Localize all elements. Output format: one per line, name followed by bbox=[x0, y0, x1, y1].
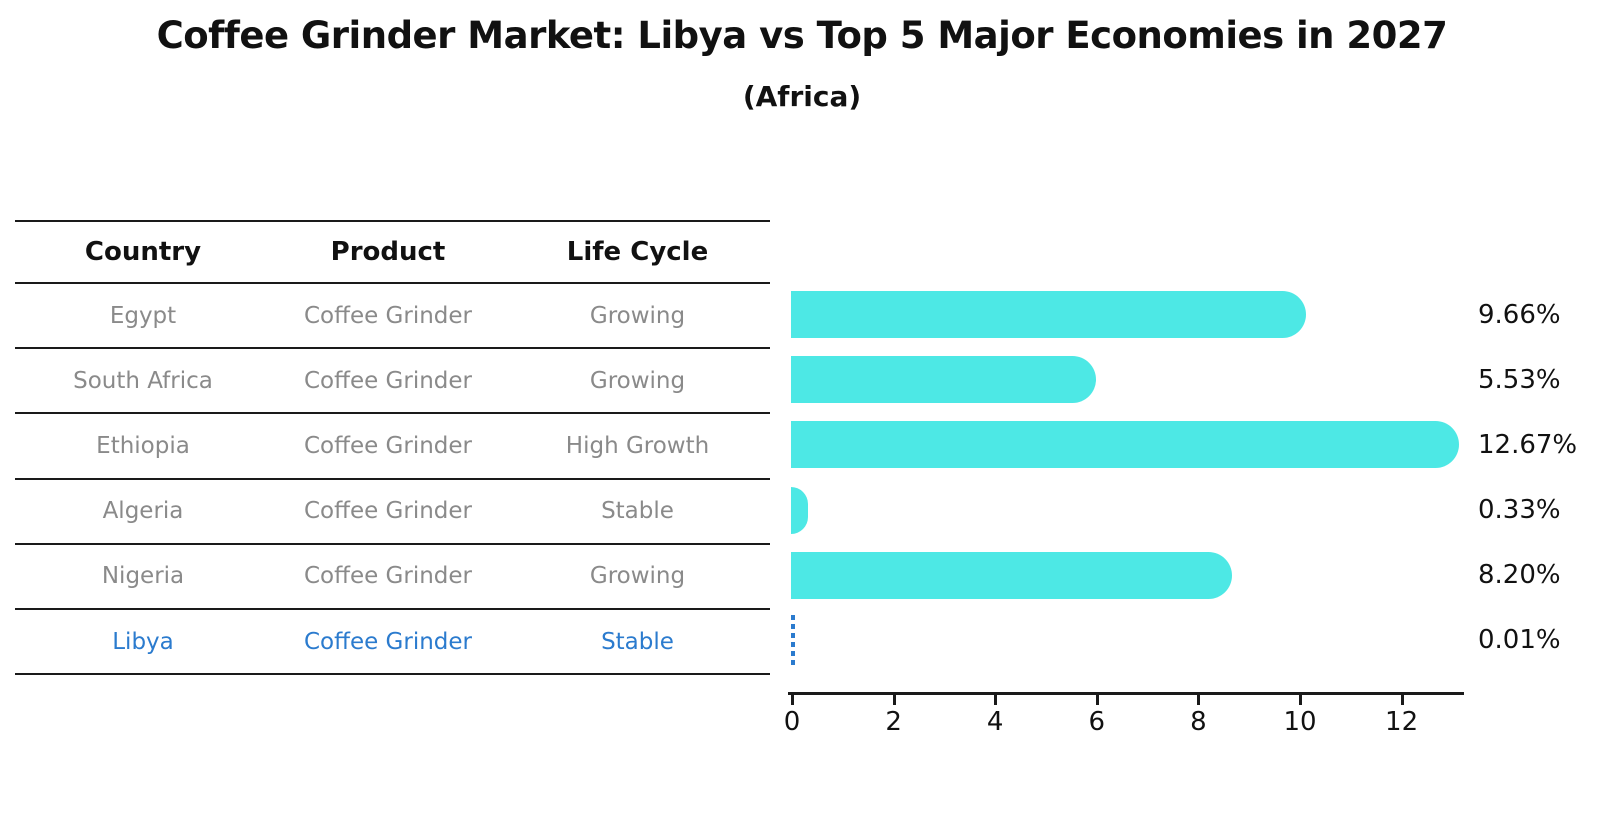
value-label-ethiopia: 12.67% bbox=[1478, 429, 1578, 460]
x-axis-line bbox=[788, 692, 1464, 695]
x-axis-tick bbox=[1299, 695, 1302, 705]
table-row: Libya Coffee Grinder Stable bbox=[15, 610, 770, 676]
cell-lifecycle: Growing bbox=[589, 367, 686, 394]
value-label-libya: 0.01% bbox=[1478, 625, 1561, 656]
cell-country: Egypt bbox=[109, 302, 177, 329]
x-axis-tick bbox=[892, 695, 896, 705]
cell-country: Algeria bbox=[102, 498, 184, 525]
cell-lifecycle: Growing bbox=[589, 302, 686, 329]
column-header-country: Country bbox=[84, 237, 202, 267]
x-axis-tick-label: 6 bbox=[1088, 707, 1106, 737]
bar-row bbox=[791, 282, 1467, 347]
cell-product: Coffee Grinder bbox=[303, 498, 473, 525]
bar-libya-dashed bbox=[791, 615, 795, 666]
bar-plot-area bbox=[791, 282, 1467, 673]
x-axis-tick bbox=[791, 695, 794, 705]
value-label-algeria: 0.33% bbox=[1478, 495, 1561, 526]
table-row: Egypt Coffee Grinder Growing bbox=[15, 284, 770, 350]
cell-lifecycle: Stable bbox=[601, 498, 674, 525]
x-axis-tick-label: 10 bbox=[1283, 707, 1317, 737]
column-header-product: Product bbox=[330, 237, 446, 267]
bar-ethiopia bbox=[791, 421, 1459, 469]
cell-product: Coffee Grinder bbox=[303, 432, 473, 459]
value-label-egypt: 9.66% bbox=[1478, 299, 1561, 330]
x-axis-ticks: 0 2 4 6 8 10 12 bbox=[784, 695, 1464, 755]
x-axis-tick-label: 0 bbox=[783, 707, 801, 737]
cell-country: Libya bbox=[112, 628, 174, 655]
bar-nigeria bbox=[791, 551, 1232, 599]
table-row: Nigeria Coffee Grinder Growing bbox=[15, 545, 770, 610]
table-row: Ethiopia Coffee Grinder High Growth bbox=[15, 414, 770, 480]
x-axis-tick-label: 2 bbox=[885, 707, 902, 737]
table-row: Algeria Coffee Grinder Stable bbox=[15, 480, 770, 545]
bar-row bbox=[791, 543, 1467, 608]
chart-subtitle: (Africa) bbox=[742, 80, 862, 113]
x-axis-tick bbox=[1400, 695, 1404, 705]
chart-title: Coffee Grinder Market: Libya vs Top 5 Ma… bbox=[156, 14, 1448, 57]
bar-south-africa bbox=[791, 356, 1096, 404]
x-axis-tick bbox=[994, 695, 998, 705]
x-axis-tick bbox=[1095, 695, 1099, 705]
cell-country: Nigeria bbox=[101, 563, 185, 590]
country-table: Country Product Life Cycle Egypt Coffee … bbox=[15, 220, 770, 676]
value-label-column: 9.66% 5.53% 12.67% 0.33% 8.20% 0.01% bbox=[1478, 282, 1604, 673]
x-axis-tick-label: 4 bbox=[986, 707, 1004, 737]
bar-row bbox=[791, 608, 1467, 673]
table-row: South Africa Coffee Grinder Growing bbox=[15, 349, 770, 415]
cell-product: Coffee Grinder bbox=[303, 302, 473, 329]
cell-lifecycle: Growing bbox=[589, 563, 686, 590]
column-header-lifecycle: Life Cycle bbox=[566, 237, 709, 267]
cell-country: South Africa bbox=[73, 367, 213, 394]
x-axis-tick-label: 12 bbox=[1385, 707, 1419, 737]
bar-egypt bbox=[791, 291, 1306, 339]
bar-algeria bbox=[791, 486, 808, 534]
x-axis-tick-label: 8 bbox=[1190, 707, 1207, 737]
cell-product: Coffee Grinder bbox=[303, 563, 473, 590]
bar-row bbox=[791, 347, 1467, 412]
x-axis-tick bbox=[1197, 695, 1201, 705]
cell-country: Ethiopia bbox=[96, 432, 190, 459]
table-header-row: Country Product Life Cycle bbox=[15, 222, 770, 284]
bar-row bbox=[791, 412, 1467, 477]
cell-product: Coffee Grinder bbox=[303, 367, 473, 394]
cell-lifecycle: High Growth bbox=[565, 432, 710, 459]
cell-lifecycle: Stable bbox=[601, 628, 674, 655]
value-label-south-africa: 5.53% bbox=[1478, 364, 1561, 395]
bar-row bbox=[791, 477, 1467, 542]
value-label-nigeria: 8.20% bbox=[1478, 560, 1561, 591]
cell-product: Coffee Grinder bbox=[303, 628, 473, 655]
